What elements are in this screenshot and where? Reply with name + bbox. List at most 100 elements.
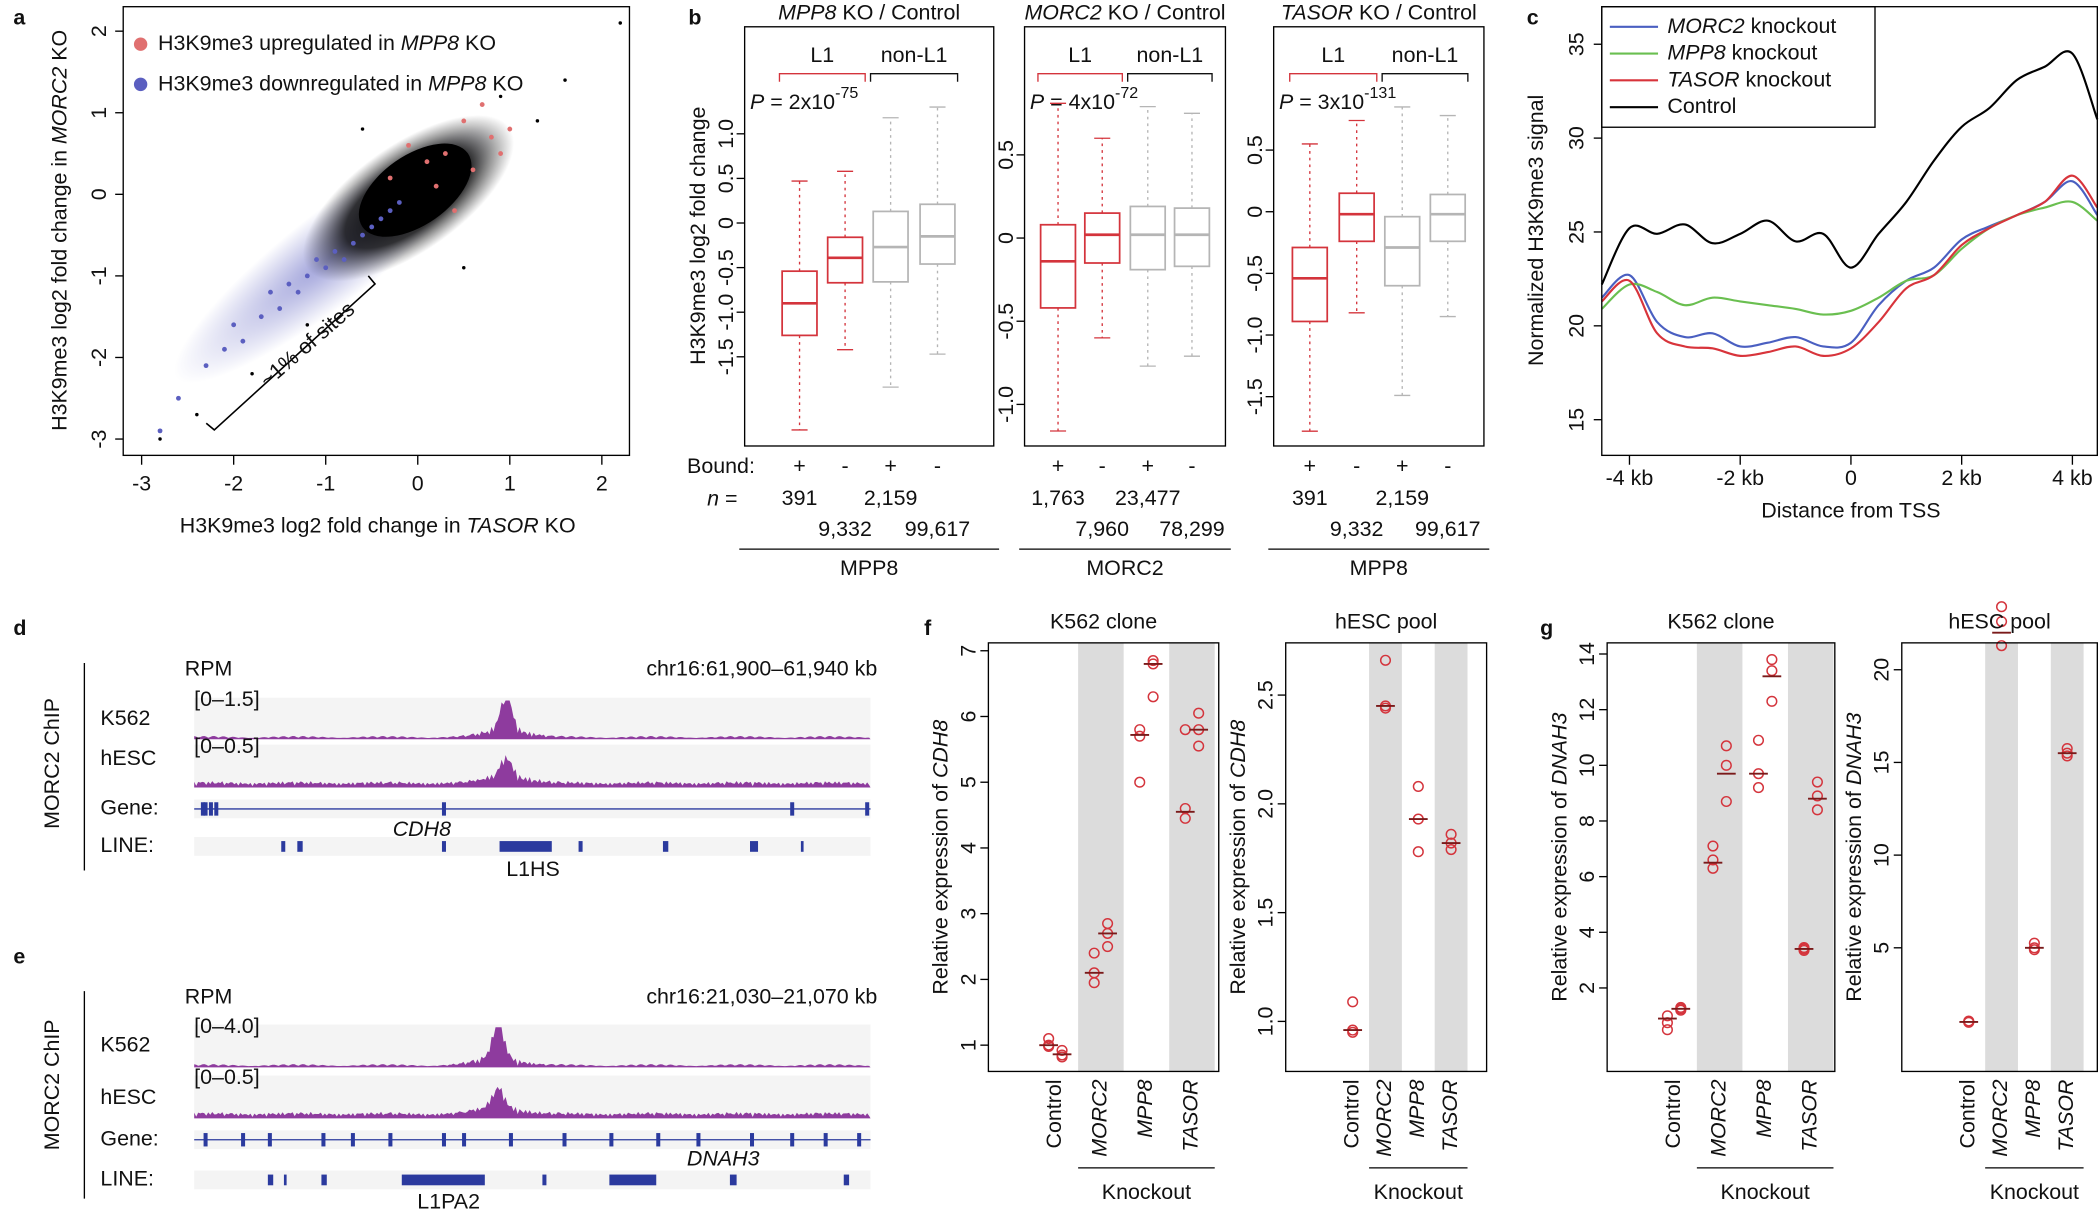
box (1383, 215, 1421, 287)
y-tick-label: 35 (1564, 32, 1588, 56)
text-segment: KO (539, 513, 576, 537)
n-value: 391 (1292, 486, 1328, 510)
group-band (1169, 642, 1215, 1072)
units-label: RPM (185, 984, 233, 1008)
replicate (1088, 977, 1100, 989)
y-tick-label: 2 (87, 25, 111, 37)
bound-sign: + (1396, 454, 1409, 478)
panel-letter: g (1540, 616, 1553, 640)
y-tick-label: 0 (1243, 206, 1267, 218)
text-segment: = 4x10 (1044, 90, 1115, 114)
legend-label: MORC2 knockout (1667, 13, 1836, 37)
replicate (1088, 947, 1100, 959)
x-tick-label: -1 (316, 471, 335, 495)
y-tick-label: 0 (994, 232, 1018, 244)
y-tick-label: 10 (1575, 753, 1599, 777)
text-segment: Relative expression of (928, 778, 952, 995)
point (305, 323, 310, 327)
exon (441, 802, 446, 816)
point (461, 118, 467, 124)
replicate (1445, 828, 1457, 840)
text-segment: KO (486, 71, 523, 95)
gene-row-label: Gene: (100, 796, 158, 820)
point (231, 322, 237, 328)
replicate (1043, 1040, 1055, 1053)
line-series (1601, 180, 2099, 349)
y-axis-label: H3K9me3 log2 fold change in MORC2 KO (47, 30, 71, 431)
panel-letter: a (13, 5, 26, 29)
text-segment: KO / Control (1102, 0, 1226, 24)
track-background (194, 1024, 871, 1068)
text-segment: = (719, 486, 737, 510)
replicate (2061, 750, 2073, 762)
text-segment: Relative expression of (1547, 785, 1571, 1002)
signal-track (194, 1086, 871, 1119)
y-tick-label: 0 (714, 217, 738, 229)
y-axis-label: Normalized H3K9me3 signal (1524, 95, 1548, 366)
line-element (401, 1174, 485, 1186)
replicate (2028, 944, 2040, 956)
exon (388, 1133, 393, 1147)
point (360, 127, 365, 131)
plot-title: MORC2 KO / Control (1024, 0, 1225, 24)
point (563, 78, 567, 82)
category-label: MORC2 (1372, 1079, 1396, 1156)
y-tick-label: 15 (1564, 408, 1588, 432)
text-segment: P (750, 90, 765, 114)
box (1338, 192, 1375, 243)
exon (865, 802, 870, 816)
gene-row-label: Gene: (100, 1126, 158, 1150)
plot-frame (1606, 642, 1836, 1073)
y-tick-label: 2.0 (1254, 789, 1278, 819)
replicate (1996, 601, 2008, 613)
text-segment: CDH8 (928, 720, 952, 778)
panel-letter: b (688, 5, 701, 29)
text-segment: = 3x10 (1293, 90, 1364, 114)
y-tick-label: -1.0 (1243, 316, 1267, 353)
plot-title: TASOR KO / Control (1281, 0, 1477, 24)
bound-sign: + (884, 454, 897, 478)
exon (750, 1133, 755, 1147)
text-segment: -75 (835, 84, 858, 102)
x-tick-label: 2 kb (1941, 466, 1981, 490)
knockout-label: Knockout (1374, 1180, 1463, 1204)
y-tick-label: -1 (87, 266, 111, 285)
exon (656, 1133, 661, 1147)
category-label: MPP8 (2021, 1079, 2045, 1137)
text-segment: H3K9me3 log2 fold change in (47, 144, 71, 431)
point (332, 249, 338, 254)
box (1173, 207, 1211, 268)
box (1083, 212, 1121, 264)
point (498, 94, 503, 99)
exon (609, 1133, 614, 1147)
group-band (1078, 642, 1124, 1072)
y-tick-label: -2 (87, 348, 111, 367)
point (498, 151, 504, 156)
category-label: Control (1955, 1079, 1979, 1148)
line-background (194, 1170, 871, 1190)
point (203, 363, 209, 369)
panel-letter: e (13, 944, 25, 968)
box (1039, 223, 1077, 309)
x-tick-label: 4 kb (2052, 466, 2092, 490)
point (618, 21, 623, 25)
group-bracket (1289, 72, 1378, 82)
replicate (1347, 1026, 1359, 1038)
x-tick-label: -4 kb (1606, 466, 1654, 490)
track-background (194, 697, 871, 740)
text-segment: TASOR (1667, 67, 1739, 91)
knockout-label: Knockout (1990, 1180, 2079, 1204)
line-element (578, 841, 583, 852)
group-label: non-L1 (1392, 43, 1459, 67)
exon (696, 1133, 701, 1147)
n-value: 78,299 (1159, 517, 1224, 541)
replicate (1412, 846, 1424, 858)
replicate (1720, 795, 1732, 808)
line-element (662, 841, 669, 852)
line-element (542, 1174, 547, 1186)
line-element (267, 1174, 274, 1186)
replicate (1147, 655, 1159, 667)
replicate (1811, 790, 1823, 802)
